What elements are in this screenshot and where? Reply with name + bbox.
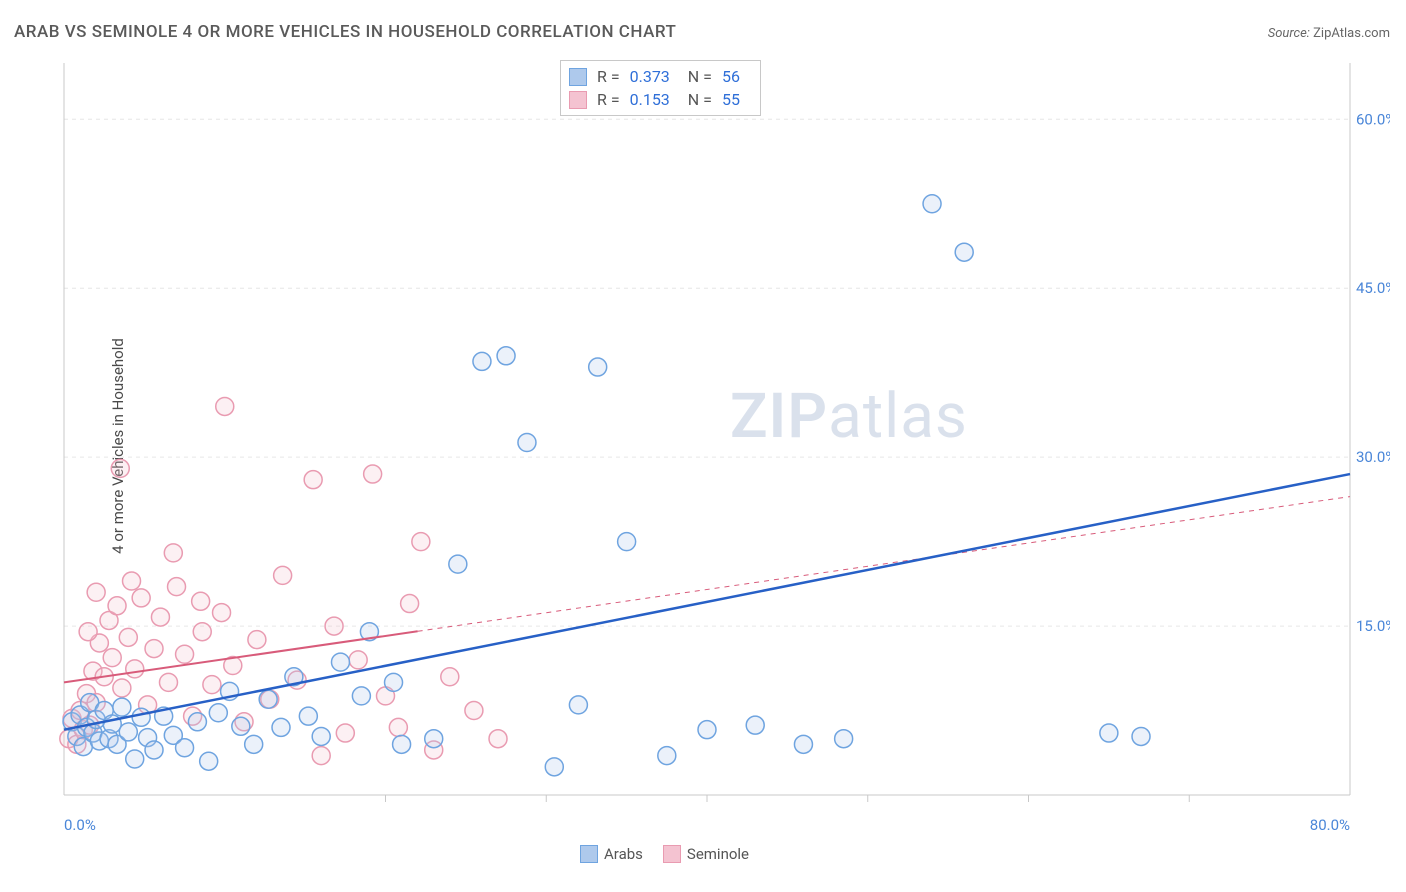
source-label: Source: bbox=[1268, 26, 1310, 41]
svg-text:60.0%: 60.0% bbox=[1356, 110, 1390, 128]
n-value-arabs: 56 bbox=[722, 67, 740, 86]
correlation-stats-box: R = 0.373 N = 56 R = 0.153 N = 55 bbox=[560, 60, 761, 116]
svg-text:45.0%: 45.0% bbox=[1356, 279, 1390, 297]
r-value-seminole: 0.153 bbox=[630, 90, 670, 109]
chart-title: ARAB VS SEMINOLE 4 OR MORE VEHICLES IN H… bbox=[14, 22, 676, 42]
legend-item-arabs: Arabs bbox=[580, 845, 643, 863]
n-label: N = bbox=[688, 67, 712, 86]
n-value-seminole: 55 bbox=[722, 90, 740, 109]
n-label: N = bbox=[688, 90, 712, 109]
legend-label-seminole: Seminole bbox=[687, 845, 749, 863]
r-value-arabs: 0.373 bbox=[630, 67, 670, 86]
legend-item-seminole: Seminole bbox=[663, 845, 749, 863]
svg-text:80.0%: 80.0% bbox=[1310, 816, 1350, 834]
legend-label-arabs: Arabs bbox=[604, 845, 643, 863]
stats-row-seminole: R = 0.153 N = 55 bbox=[569, 88, 748, 111]
scatter-plot: 15.0% 30.0% 45.0% 60.0% 0.0% 80.0% bbox=[50, 55, 1390, 835]
swatch-arabs bbox=[569, 68, 587, 86]
swatch-seminole bbox=[569, 91, 587, 109]
stats-row-arabs: R = 0.373 N = 56 bbox=[569, 65, 748, 88]
source-attribution: Source: ZipAtlas.com bbox=[1268, 26, 1390, 41]
plot-svg: 15.0% 30.0% 45.0% 60.0% 0.0% 80.0% bbox=[50, 55, 1390, 885]
svg-text:15.0%: 15.0% bbox=[1356, 617, 1390, 635]
source-value: ZipAtlas.com bbox=[1313, 26, 1390, 41]
svg-text:30.0%: 30.0% bbox=[1356, 448, 1390, 466]
swatch-arabs-bottom bbox=[580, 845, 598, 863]
r-label: R = bbox=[597, 90, 620, 109]
swatch-seminole-bottom bbox=[663, 845, 681, 863]
r-label: R = bbox=[597, 67, 620, 86]
series-legend: Arabs Seminole bbox=[580, 845, 749, 863]
svg-text:0.0%: 0.0% bbox=[64, 816, 96, 834]
